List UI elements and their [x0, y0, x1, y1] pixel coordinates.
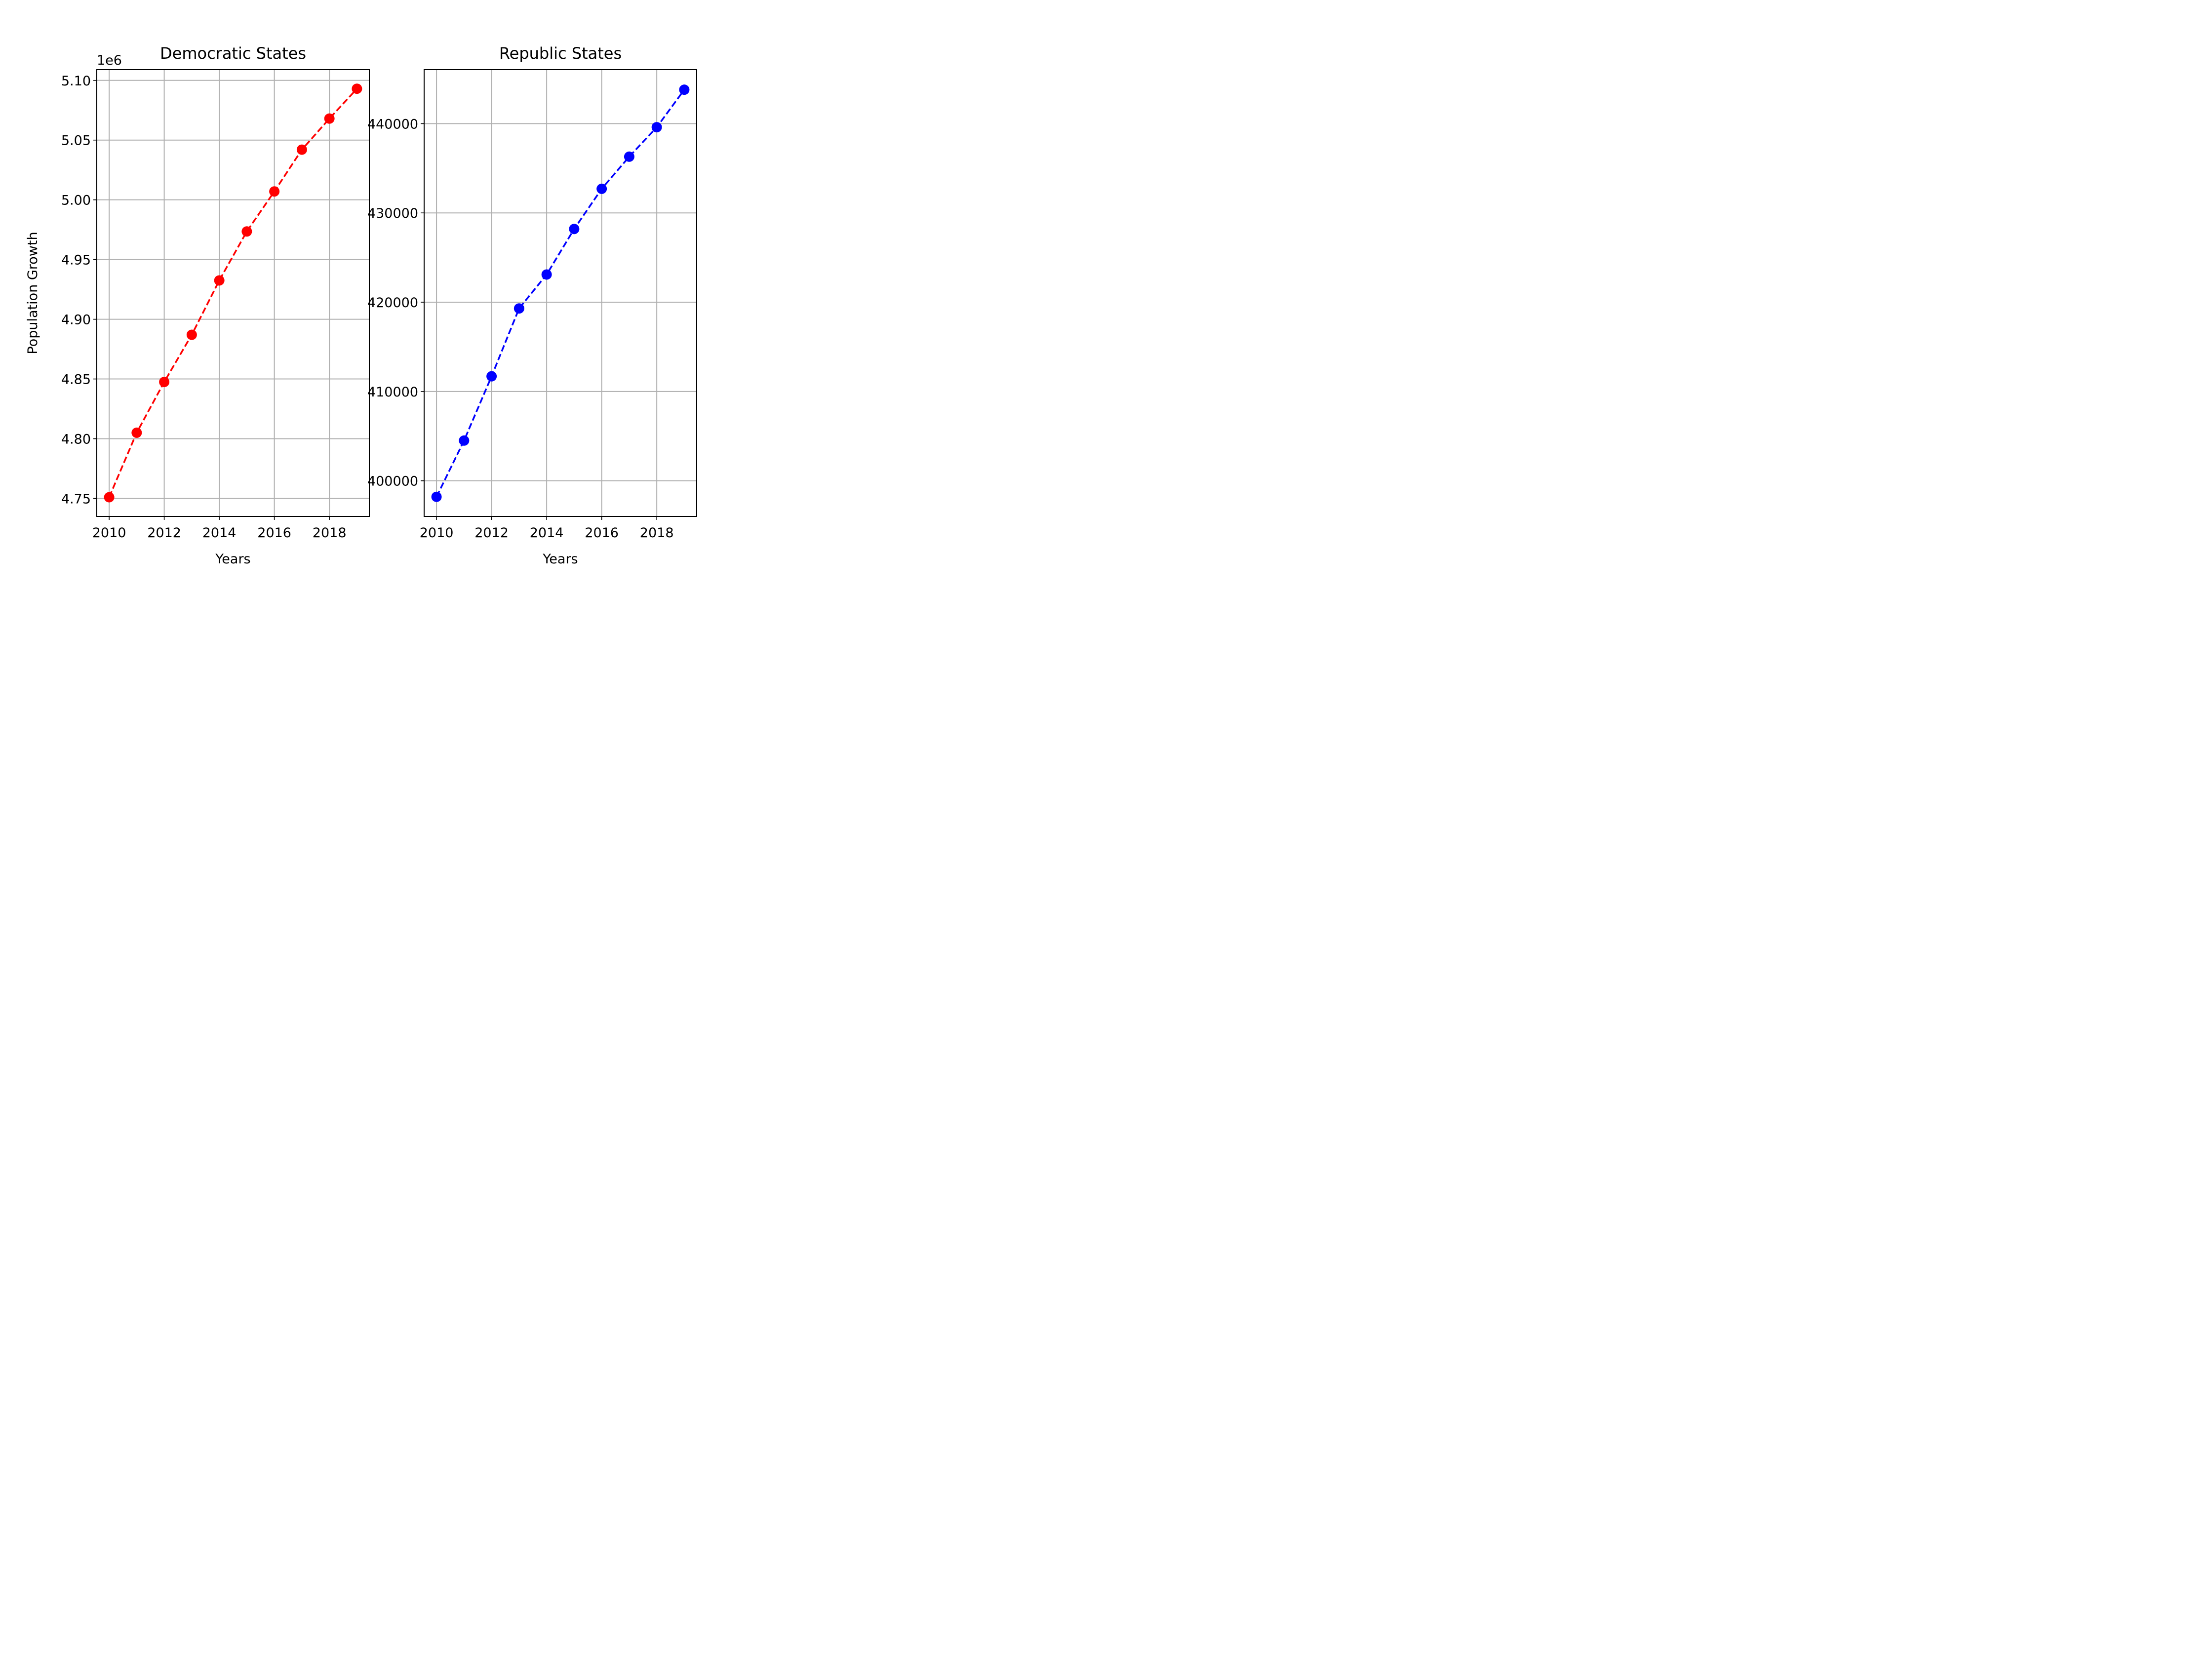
y-tick-label: 4.95: [61, 253, 91, 268]
data-point: [596, 183, 607, 194]
y-tick-label: 5.10: [61, 74, 91, 89]
x-tick-label: 2012: [474, 525, 509, 541]
data-point: [679, 84, 690, 95]
x-tick-label: 2014: [530, 525, 564, 541]
x-tick-label: 2016: [257, 525, 291, 541]
data-point: [186, 329, 197, 340]
data-point: [296, 144, 307, 155]
x-tick-label: 2012: [147, 525, 181, 541]
data-point: [431, 491, 442, 502]
y-axis-label: Population Growth: [25, 232, 40, 354]
democratic-states-panel: 2010 2012 2014 2016 2018 4.75 4.80 4.85 4.90 4.95…: [25, 44, 370, 567]
x-axis-label: Years: [215, 552, 250, 567]
data-point: [352, 83, 362, 94]
y-tick-label: 400000: [367, 474, 418, 489]
data-point: [486, 371, 497, 382]
y-tick-label: 4.85: [61, 372, 91, 388]
data-point: [459, 435, 470, 446]
y-tick-label: 410000: [367, 385, 418, 400]
figure-background: [0, 0, 763, 572]
series-line: [435, 89, 685, 497]
y-tick-label: 440000: [367, 117, 418, 132]
data-point: [651, 122, 662, 133]
x-tick-label: 2016: [585, 525, 619, 541]
y-tick-label: 4.75: [61, 491, 91, 507]
y-tick-label: 5.05: [61, 133, 91, 149]
data-point: [624, 151, 634, 162]
data-point: [514, 303, 524, 314]
data-point: [324, 113, 335, 124]
data-point: [131, 427, 142, 438]
y-tick-label: 4.80: [61, 432, 91, 447]
chart-title: Republic States: [499, 44, 622, 63]
data-point: [159, 377, 170, 388]
data-point: [541, 269, 552, 280]
x-tick-label: 2014: [202, 525, 237, 541]
y-offset-label: 1e6: [97, 53, 122, 68]
data-point: [241, 226, 252, 237]
axes-frame: [424, 69, 697, 517]
x-axis-label: Years: [542, 552, 578, 567]
data-point: [104, 492, 115, 503]
data-point: [569, 224, 580, 235]
y-tick-label: 420000: [367, 295, 418, 311]
data-point: [214, 275, 225, 286]
x-tick-label: 2010: [92, 525, 126, 541]
y-tick-label: 430000: [367, 206, 418, 221]
x-tick-label: 2010: [420, 525, 454, 541]
axes-frame: [96, 69, 370, 517]
y-tick-label: 5.00: [61, 193, 91, 208]
x-tick-label: 2018: [313, 525, 347, 541]
x-tick-label: 2018: [640, 525, 674, 541]
y-tick-label: 4.90: [61, 313, 91, 328]
figure: 2010 2012 2014 2016 2018 4.75 4.80 4.85 4.90 4.95…: [0, 0, 763, 572]
chart-title: Democratic States: [160, 44, 306, 63]
series-line: [108, 88, 358, 498]
data-point: [269, 186, 280, 197]
republic-states-panel: 2010 2012 2014 2016 2018 400000 410000 420000 43…: [367, 44, 697, 567]
